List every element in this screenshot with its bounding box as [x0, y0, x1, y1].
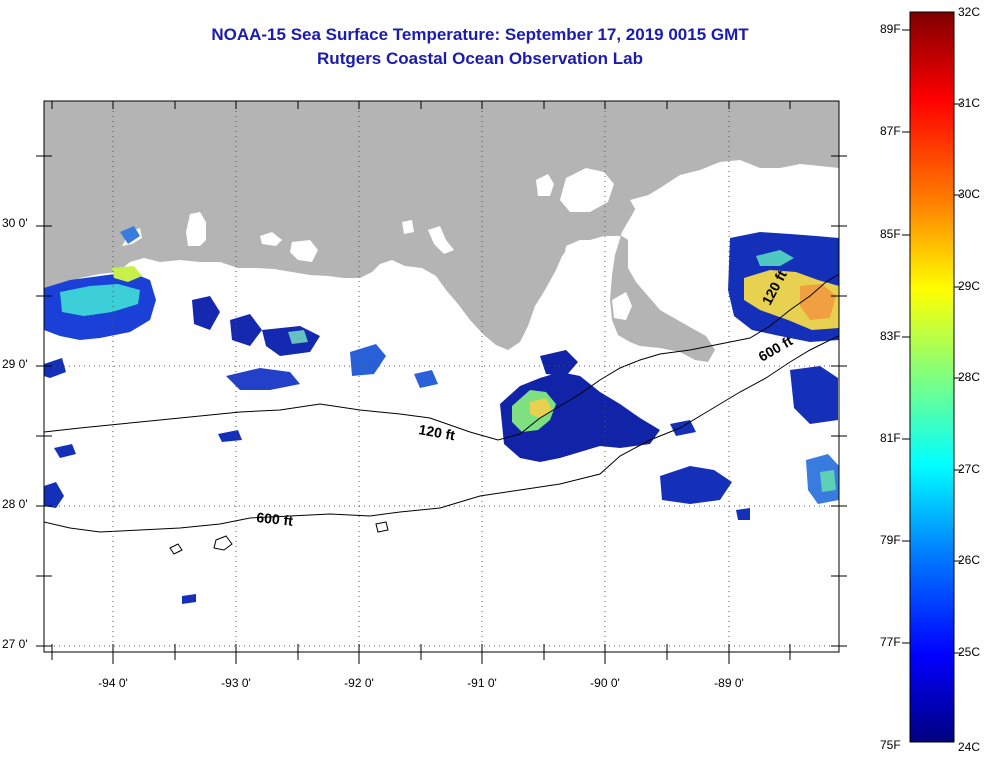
sst-patch-shelf-2 — [230, 314, 262, 346]
colorbar-label-77f: 77F — [880, 635, 901, 649]
lat-label-30: 30 0' — [2, 216, 28, 230]
lake-maurepas — [536, 174, 554, 196]
sst-patch-small-7 — [44, 358, 66, 378]
lon-label-94: -94 0' — [98, 676, 128, 690]
sst-patch-west-warm — [60, 284, 140, 316]
barataria-bay — [612, 292, 632, 320]
lake-calcasieu — [186, 212, 206, 246]
contour-label-600: 600 ft — [256, 509, 294, 529]
sst-patch-shelf-3-warm — [288, 330, 308, 344]
colorbar — [909, 11, 955, 743]
isobath-600-line — [44, 335, 839, 533]
colorbar-label-25c: 25C — [958, 645, 981, 659]
sst-patch-small-5 — [670, 420, 696, 436]
contour-label-120: 120 ft — [417, 421, 456, 443]
lake-salvador — [564, 240, 588, 270]
lake-atchafalaya — [428, 226, 454, 254]
lon-label-92: -92 0' — [344, 676, 374, 690]
map-subtitle: Rutgers Coastal Ocean Observation Lab — [317, 49, 643, 68]
lake-pontchartrain — [560, 168, 614, 212]
colorbar-label-30c: 30C — [958, 187, 981, 201]
colorbar-label-24c: 24C — [958, 740, 981, 754]
sst-patch-small-1 — [44, 482, 64, 508]
sst-patch-mississippi-hot — [530, 398, 552, 418]
isobath-600-islands — [169, 521, 389, 555]
colorbar-label-85f: 85F — [880, 227, 901, 241]
lat-label-29: 29 0' — [2, 357, 28, 371]
sst-patch-shelf-6 — [414, 370, 438, 388]
lake-white — [260, 232, 282, 246]
map-frame — [43, 100, 840, 653]
sst-patch-southeast-2 — [790, 366, 838, 424]
lat-label-27: 27 0' — [2, 637, 28, 651]
sst-patch-southeast-3-warm — [820, 470, 836, 492]
colorbar-label-79f: 79F — [880, 533, 901, 547]
colorbar-label-89f: 89F — [880, 22, 901, 36]
sst-patch-northeast-mid — [756, 250, 794, 266]
lake-grand — [290, 240, 318, 262]
colorbar-label-27c: 27C — [958, 462, 981, 476]
sst-patch-shelf-1 — [192, 296, 220, 330]
colorbar-label-87f: 87F — [880, 124, 901, 138]
colorbar-label-75f: 75F — [880, 738, 901, 752]
sst-patches — [44, 226, 839, 604]
sst-patch-delta-east — [540, 350, 578, 376]
colorbar-label-26c: 26C — [958, 553, 981, 567]
sst-patch-shelf-4 — [226, 368, 300, 390]
lon-label-91: -91 0' — [467, 676, 497, 690]
lake-vermilion — [402, 220, 414, 234]
lon-label-93: -93 0' — [221, 676, 251, 690]
sst-patch-northeast-hot — [800, 284, 836, 320]
colorbar-label-32c: 32C — [958, 5, 981, 19]
sst-patch-small-4 — [182, 594, 196, 604]
sst-patch-west-yellow — [112, 266, 142, 282]
isobath-120-line — [44, 273, 839, 441]
colorbar-label-81f: 81F — [880, 431, 901, 445]
colorbar-label-83f: 83F — [880, 329, 901, 343]
sst-patch-small-3 — [218, 430, 242, 442]
lon-label-89: -89 0' — [714, 676, 744, 690]
lat-label-28: 28 0' — [2, 497, 28, 511]
graticule — [44, 101, 839, 652]
sst-patch-small-2 — [54, 444, 76, 458]
lon-label-90: -90 0' — [590, 676, 620, 690]
map-title: NOAA-15 Sea Surface Temperature: Septemb… — [211, 25, 749, 44]
colorbar-label-31c: 31C — [958, 96, 981, 110]
sst-patch-small-6 — [736, 508, 750, 520]
sst-patch-southeast-1 — [660, 466, 732, 504]
colorbar-label-28c: 28C — [958, 370, 981, 384]
lake-borgne — [630, 168, 839, 290]
colorbar-ticks — [902, 29, 962, 654]
colorbar-label-29c: 29C — [958, 279, 981, 293]
map-ticks — [36, 101, 847, 664]
sst-patch-sabine-small — [120, 226, 140, 244]
